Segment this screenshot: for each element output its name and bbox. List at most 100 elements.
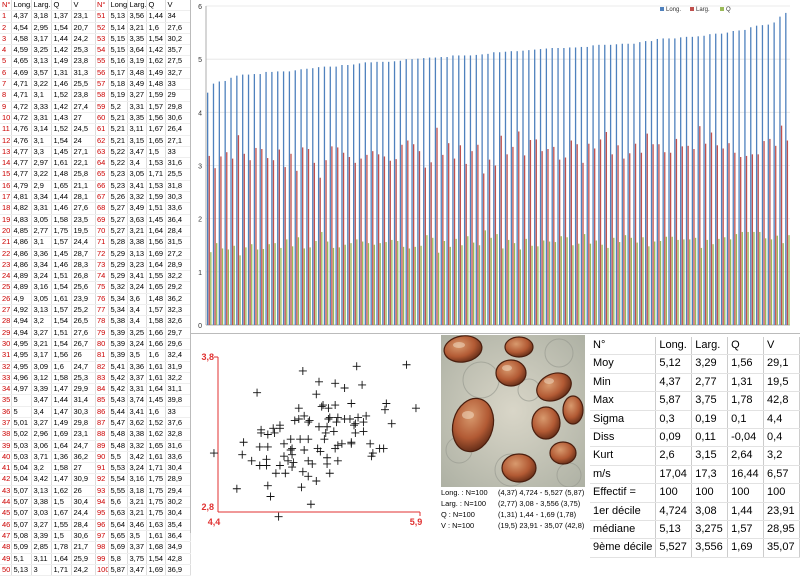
table-cell: 1,69	[146, 564, 166, 576]
table-row: 47 5,08 3,39 1,5 30,6	[0, 530, 96, 543]
table-cell: 36,2	[71, 451, 96, 464]
row-number: 83	[95, 372, 109, 385]
bar-q	[770, 239, 773, 325]
bar-q	[560, 236, 562, 325]
summary-label: V : N=100	[441, 521, 475, 530]
table-cell: 4,86	[11, 259, 32, 272]
table-cell: 5,63	[108, 507, 128, 520]
stats-value: 5,13	[655, 520, 693, 540]
table-cell: 25,6	[71, 281, 96, 294]
table-cell: 1,47	[51, 473, 72, 486]
row-number: 11	[0, 123, 12, 136]
row-number: 81	[95, 349, 109, 362]
table-cell: 5,27	[108, 214, 128, 226]
scatter-point	[288, 463, 297, 472]
table-row: 41 5,04 3,2 1,58 27	[0, 462, 96, 475]
table-cell: 3,37	[127, 541, 147, 554]
table-cell: 5,21	[108, 112, 128, 125]
bar-larg	[331, 146, 333, 325]
table-cell: 34	[165, 10, 191, 23]
bar-q	[648, 246, 650, 325]
row-number: 92	[95, 473, 109, 486]
table-cell: 27,6	[165, 22, 191, 34]
table-cell: 5,21	[108, 123, 128, 136]
scatter-point	[263, 481, 272, 490]
row-number: 31	[0, 349, 12, 362]
row-number: 27	[0, 304, 12, 317]
table-cell: 2,95	[31, 22, 52, 34]
header-number: N°	[0, 0, 12, 12]
table-cell: 3,15	[127, 135, 147, 147]
table-cell: 1,52	[146, 417, 166, 430]
table-cell: 2,85	[31, 541, 52, 554]
row-number: 65	[95, 168, 109, 181]
row-number: 23	[0, 259, 12, 272]
bar-q	[537, 246, 539, 325]
scatter-point	[333, 456, 342, 465]
bar-chart: 0 1 2 3 4 5 6 Long. Larg. Q	[198, 4, 790, 330]
table-row: 34 4,97 3,39 1,47 29,9	[0, 383, 96, 396]
table-cell: 31,3	[71, 67, 96, 80]
bar-long	[323, 66, 326, 326]
table-cell: 32,2	[165, 270, 191, 283]
bar-long	[265, 71, 267, 325]
row-number: 32	[0, 361, 12, 373]
bar-long	[569, 47, 571, 325]
scatter-point	[275, 424, 284, 433]
table-cell: 5,53	[108, 462, 128, 475]
scatter-point	[402, 360, 411, 369]
table-cell: 5,07	[11, 496, 32, 509]
bar-q	[432, 237, 434, 325]
summary-range: (1,31) 1,44 - 1,69 (1,78)	[498, 510, 577, 519]
scatter-point	[262, 461, 271, 470]
table-cell: 3,41	[127, 270, 147, 283]
table-cell: 3,03	[31, 507, 52, 520]
table-row: 79 5,39 3,25 1,66 29,7	[95, 327, 191, 339]
scatter-point	[347, 439, 356, 448]
stats-label: Diss	[590, 428, 657, 448]
table-cell: 26,8	[71, 270, 96, 283]
table-cell: 1,64	[51, 440, 72, 452]
bar-q	[210, 252, 212, 325]
table-cell: 3,35	[127, 112, 147, 125]
table-cell: 19,5	[71, 225, 96, 238]
bar-q	[414, 246, 416, 325]
table-cell: 1,49	[146, 67, 166, 80]
table-row: 24 4,89 3,24 1,51 26,8	[0, 270, 96, 283]
table-cell: 5,5	[108, 451, 128, 464]
table-row: 36 5 3,4 1,47 30,3	[0, 406, 96, 418]
scatter-point	[308, 459, 317, 468]
scatter-point	[286, 446, 295, 454]
bar-q	[239, 255, 241, 325]
bar-larg	[296, 170, 298, 325]
stats-value: 1,69	[727, 538, 765, 558]
bar-long	[726, 32, 729, 325]
table-cell: 1,6	[146, 349, 166, 362]
table-cell: 26,4	[165, 123, 191, 136]
table-cell: 1,75	[146, 507, 166, 520]
table-cell: 3,22	[31, 78, 52, 91]
table-cell: 1,54	[51, 315, 72, 328]
table-cell: 3,27	[127, 89, 147, 102]
bar-long	[755, 25, 758, 326]
table-row: 22 4,86 3,36 1,45 28,7	[0, 248, 96, 260]
bar-long	[207, 92, 209, 325]
table-row: 75 5,32 3,24 1,65 29,2	[95, 281, 191, 294]
scatter-point	[294, 415, 303, 423]
y-tick-label: 3	[198, 164, 202, 171]
table-cell: 3,3	[31, 146, 52, 159]
bar-q	[420, 245, 422, 325]
table-cell: 1,61	[146, 372, 166, 385]
bar-larg	[348, 156, 351, 325]
stats-header-cell: Larg.	[691, 337, 729, 356]
table-cell: 3,35	[127, 33, 147, 46]
row-number: 3	[0, 33, 12, 46]
bar-q	[367, 243, 370, 325]
row-number: 64	[95, 157, 109, 170]
table-cell: 5,22	[108, 146, 128, 159]
bar-larg	[255, 147, 257, 325]
bar-q	[525, 238, 527, 325]
table-row: 76 5,34 3,6 1,48 36,2	[95, 293, 191, 306]
table-cell: 3,63	[127, 214, 147, 226]
table-row: 27 4,92 3,13 1,57 25,2	[0, 304, 96, 317]
